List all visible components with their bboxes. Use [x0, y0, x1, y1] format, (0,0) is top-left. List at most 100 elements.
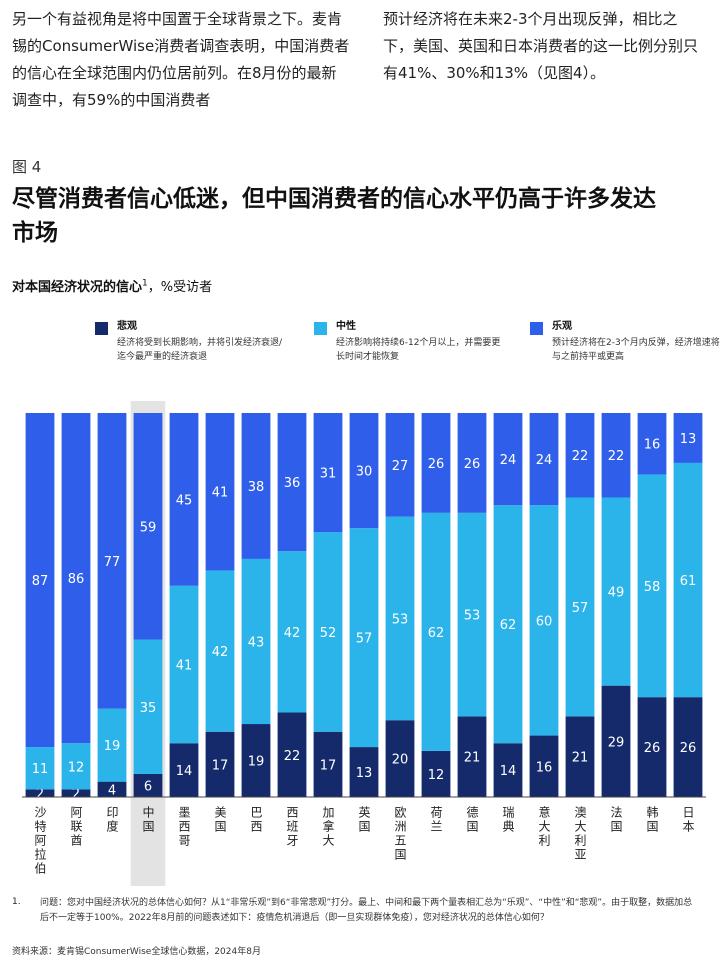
bar-segment: [25, 747, 55, 790]
legend-label: 悲观: [117, 321, 137, 332]
bar-segment: [385, 720, 415, 797]
footnote: 问题：您对中国经济状况的总体信心如何？从1“非常乐观”到6“非常悲观”打分。最上…: [40, 898, 693, 923]
bar-segment: [313, 532, 343, 732]
bar-segment: [277, 413, 307, 552]
value-label: 87: [32, 574, 49, 589]
bar-segment: [205, 731, 235, 797]
x-tick-label: 瑞典: [501, 806, 515, 834]
value-label: 21: [464, 751, 481, 766]
bar-segment: [169, 585, 199, 744]
x-tick-label: 西班牙: [285, 806, 299, 848]
bar-segment: [529, 413, 559, 506]
subtitle-main: 对本国经济状况的信心: [12, 280, 143, 295]
legend-description: 预计经济将在2-3个月内反弹，经济增速将与之前持平或更高: [552, 338, 720, 362]
legend-swatch: [314, 322, 327, 335]
bar-segment: [61, 743, 91, 790]
legend-description: 经济将受到长期影响，并将引发经济衰退/迄今最严重的经济衰退: [117, 338, 283, 362]
value-label: 57: [572, 601, 589, 616]
bar-segment: [493, 743, 523, 797]
value-label: 24: [536, 453, 553, 468]
bar-segment: [601, 413, 631, 498]
chart-title: 尽管消费者信心低迷，但中国消费者的信心水平仍高于许多发达市场: [12, 186, 656, 246]
x-tick-label: 意大利: [537, 806, 551, 848]
bar-segment: [313, 731, 343, 797]
bar-segment: [241, 413, 271, 559]
bar-segment: [385, 413, 415, 517]
value-label: 38: [248, 480, 265, 495]
bar-segment: [457, 512, 487, 717]
bar-segment: [169, 743, 199, 797]
value-label: 13: [356, 766, 373, 781]
value-label: 19: [104, 739, 121, 754]
bar-segment: [241, 558, 271, 725]
value-label: 11: [32, 762, 49, 777]
x-tick-label: 沙特阿拉伯: [33, 806, 47, 876]
bar-segment: [673, 462, 703, 698]
value-label: 20: [392, 753, 409, 768]
x-tick-label: 阿联酋: [69, 806, 83, 848]
bar-segment: [349, 747, 379, 797]
bar-segment: [97, 781, 127, 797]
subtitle-unit: ，%受访者: [147, 280, 213, 295]
bar-segment: [25, 413, 55, 748]
x-tick-label: 英国: [357, 806, 371, 834]
value-label: 4: [108, 783, 116, 798]
x-tick-label: 加拿大: [321, 806, 335, 848]
legend-swatch: [530, 322, 543, 335]
bar-segment: [673, 697, 703, 797]
x-tick-label: 日本: [681, 806, 695, 834]
bar-segment: [457, 716, 487, 797]
value-label: 17: [320, 758, 337, 773]
value-label: 22: [572, 449, 589, 464]
value-label: 58: [644, 580, 661, 595]
x-tick-label: 韩国: [645, 806, 659, 834]
legend-label: 乐观: [552, 321, 572, 332]
value-label: 62: [428, 626, 445, 641]
bar-segment: [493, 413, 523, 506]
value-label: 22: [608, 449, 625, 464]
value-label: 43: [248, 635, 265, 650]
bar-segment: [241, 724, 271, 797]
bar-segment: [277, 551, 307, 713]
x-tick-label: 墨西哥: [177, 806, 191, 848]
paragraph: 另一个有益视角是将中国置于全球背景之下。麦肯锡的ConsumerWise消费者调…: [12, 10, 350, 109]
value-label: 52: [320, 626, 337, 641]
value-label: 42: [212, 645, 229, 660]
value-label: 59: [140, 520, 157, 535]
bar-segment: [61, 789, 91, 797]
bar-segment: [277, 712, 307, 797]
bar-segment: [493, 505, 523, 744]
bar-segment: [601, 685, 631, 797]
value-label: 26: [644, 741, 661, 756]
value-label: 16: [536, 760, 553, 775]
bar-segment: [637, 697, 667, 797]
x-tick-label: 巴西: [249, 806, 263, 834]
value-label: 2: [36, 787, 44, 802]
bar-segment: [565, 716, 595, 797]
bar-segment: [169, 413, 199, 586]
legend-swatch: [95, 322, 108, 335]
value-label: 14: [176, 764, 193, 779]
value-label: 30: [356, 465, 373, 480]
bar-segment: [529, 505, 559, 736]
bar-segment: [205, 413, 235, 571]
legend-label: 中性: [336, 321, 356, 332]
value-label: 26: [680, 741, 697, 756]
value-label: 12: [428, 768, 445, 783]
value-label: 24: [500, 453, 517, 468]
value-label: 16: [644, 438, 661, 453]
x-tick-label: 欧洲五国: [393, 806, 407, 862]
value-label: 36: [284, 476, 301, 491]
value-label: 45: [176, 493, 193, 508]
paragraph: 预计经济将在未来2-3个月出现反弹，相比之下，美国、英国和日本消费者的这一比例分…: [383, 10, 699, 82]
value-label: 41: [176, 659, 193, 674]
value-label: 53: [464, 609, 481, 624]
bar-segment: [349, 413, 379, 529]
value-label: 41: [212, 486, 229, 501]
value-label: 60: [536, 614, 553, 629]
legend-description: 经济影响将持续6-12个月以上，并需要更长时间才能恢复: [336, 338, 501, 362]
x-tick-label: 法国: [609, 806, 623, 834]
bar-segment: [637, 413, 667, 475]
